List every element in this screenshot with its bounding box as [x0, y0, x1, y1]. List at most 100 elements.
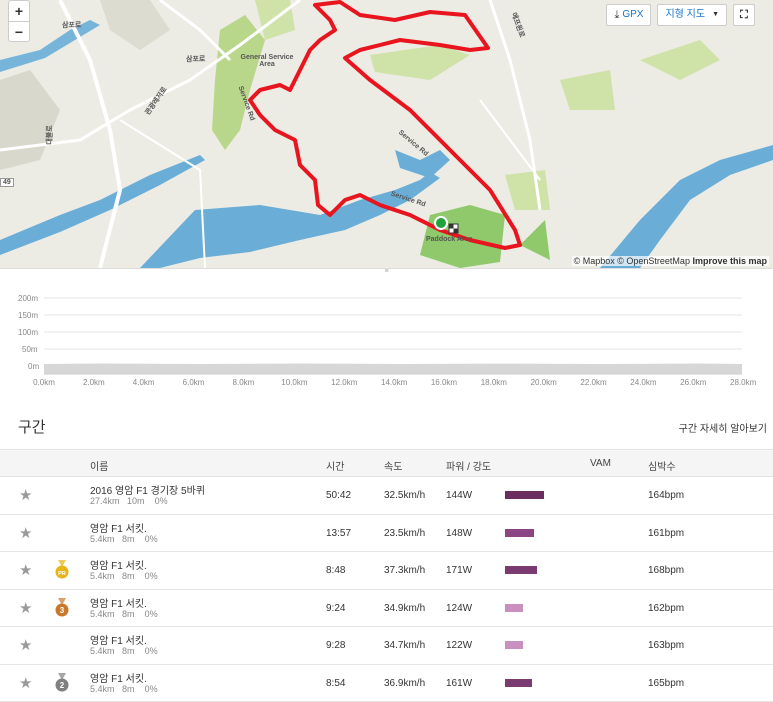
star-icon[interactable]: ★ — [19, 599, 33, 617]
bronze-medal-icon: 3 — [54, 597, 70, 618]
segment-hr: 168bpm — [648, 565, 685, 576]
segment-name[interactable]: 영암 F1 서킷. — [90, 636, 147, 647]
star-icon[interactable]: ★ — [19, 524, 33, 542]
start-marker — [434, 216, 448, 230]
x-tick: 16.0km — [430, 378, 458, 387]
y-tick-100: 100m — [18, 328, 39, 337]
segment-hr: 162bpm — [648, 602, 685, 614]
segment-time: 13:57 — [326, 527, 352, 539]
silver-medal-icon: 2 — [54, 672, 70, 693]
segments-title: 구간 — [18, 419, 46, 436]
segment-power: 122W — [446, 640, 473, 651]
segment-speed: 36.9km/h — [384, 677, 426, 689]
intensity-bar — [505, 528, 534, 537]
table-row[interactable]: ★ PR 영암 F1 서킷. 5.4km 8m 0% 8:48 37.3km/h… — [0, 552, 773, 590]
x-tick: 12.0km — [331, 378, 358, 387]
download-icon: ⤓ — [614, 9, 620, 21]
segment-name[interactable]: 영암 F1 서킷. — [90, 561, 147, 572]
header-hr[interactable]: 심박수 — [648, 462, 676, 473]
star-icon[interactable]: ★ — [19, 487, 33, 504]
table-body: ★ 2016 영암 F1 경기장 5바퀴 27.4km 10m 0% 50:42… — [0, 477, 773, 702]
segment-name[interactable]: 영암 F1 서킷. — [90, 673, 147, 685]
gpx-label: GPX — [622, 9, 644, 20]
segment-speed: 23.5km/h — [384, 527, 426, 539]
star-icon[interactable]: ★ — [19, 674, 33, 692]
segment-time: 8:54 — [326, 677, 346, 689]
segment-stats: 5.4km 8m 0% — [90, 571, 158, 581]
gpx-download-button[interactable]: ⤓ GPX — [606, 4, 652, 26]
y-tick-0: 0m — [28, 362, 40, 371]
segment-stats: 5.4km 8m 0% — [90, 533, 158, 544]
table-row[interactable]: ★ 2016 영암 F1 경기장 5바퀴 27.4km 10m 0% 50:42… — [0, 477, 773, 515]
resize-handle[interactable]: ≡ — [0, 268, 773, 276]
segment-name[interactable]: 2016 영암 F1 경기장 5바퀴 — [90, 486, 205, 497]
segment-power: 171W — [446, 565, 473, 576]
x-tick: 4.0km — [132, 378, 155, 387]
route-path — [248, 0, 522, 250]
star-icon[interactable]: ★ — [19, 637, 33, 654]
segment-speed: 34.7km/h — [384, 640, 426, 651]
segment-time: 50:42 — [326, 490, 352, 501]
route-map[interactable]: 삼포로 삼포로 General Service Area Service Rd … — [0, 0, 773, 268]
x-tick: 26.0km — [680, 378, 707, 387]
segment-speed: 37.3km/h — [384, 565, 426, 576]
y-tick-150: 150m — [18, 311, 39, 320]
map-label-sampo-2: 삼포로 — [186, 56, 206, 63]
y-tick-50: 50m — [22, 345, 38, 354]
x-tick: 0.0km — [33, 378, 55, 387]
y-tick-200: 200m — [18, 294, 39, 303]
map-label-sampo: 삼포로 — [62, 22, 82, 29]
zoom-control: + − — [8, 0, 30, 42]
x-tick: 6.0km — [182, 378, 205, 387]
segment-power: 144W — [446, 490, 473, 501]
table-row[interactable]: ★ 2 영암 F1 서킷. 5.4km 8m 0% 8:54 36.9km/h … — [0, 665, 773, 702]
x-tick: 8.0km — [232, 378, 255, 387]
segment-power: 148W — [446, 527, 473, 539]
intensity-bar — [505, 566, 537, 574]
table-row[interactable]: ★ 영암 F1 서킷. 5.4km 8m 0% 9:28 34.7km/h 12… — [0, 627, 773, 665]
star-icon[interactable]: ★ — [19, 562, 33, 579]
map-controls: ⤓ GPX 지형 지도 ▼ ⛶ — [606, 4, 755, 26]
segment-name[interactable]: 영암 F1 서킷. — [90, 598, 147, 610]
header-power[interactable]: 파워 / 강도 — [446, 462, 492, 473]
segment-stats: 27.4km 10m 0% — [90, 496, 168, 506]
segment-hr: 164bpm — [648, 490, 685, 501]
header-vam[interactable]: VAM — [590, 458, 611, 469]
x-tick: 2.0km — [82, 378, 105, 387]
header-time[interactable]: 시간 — [326, 462, 345, 473]
segment-stats: 5.4km 8m 0% — [90, 608, 158, 619]
fullscreen-icon: ⛶ — [740, 9, 748, 21]
segment-name[interactable]: 영암 F1 서킷. — [90, 523, 147, 535]
caret-down-icon: ▼ — [712, 11, 719, 18]
map-type-label: 지형 지도 — [665, 9, 706, 20]
segment-power: 124W — [446, 602, 473, 614]
zoom-in-button[interactable]: + — [14, 3, 24, 19]
x-tick: 14.0km — [381, 378, 408, 387]
x-tick: 18.0km — [480, 378, 507, 387]
elevation-chart: 200m 150m 100m 50m 0m 0.0km 2.0km 4.0km 6.0… — [0, 284, 773, 394]
header-name[interactable]: 이름 — [90, 462, 109, 473]
improve-map-link[interactable]: Improve this map — [692, 256, 767, 266]
pr-medal-icon: PR — [54, 560, 70, 580]
segment-time: 8:48 — [326, 565, 346, 576]
map-type-dropdown[interactable]: 지형 지도 ▼ — [657, 4, 727, 26]
x-tick: 20.0km — [530, 378, 557, 387]
segment-time: 9:24 — [326, 602, 346, 614]
segment-speed: 32.5km/h — [384, 490, 426, 501]
intensity-bar — [505, 678, 532, 687]
segments-detail-link[interactable]: 구간 자세히 알아보기 — [678, 424, 767, 435]
zoom-out-button[interactable]: − — [9, 21, 29, 41]
intensity-bar — [505, 603, 523, 612]
x-tick: 10.0km — [281, 378, 308, 387]
header-speed[interactable]: 속도 — [384, 462, 403, 473]
segment-stats: 5.4km 8m 0% — [90, 683, 158, 694]
table-row[interactable]: ★ 영암 F1 서킷. 5.4km 8m 0% 13:57 23.5km/h 1… — [0, 515, 773, 552]
attribution-text: © Mapbox © OpenStreetMap — [573, 256, 690, 266]
segment-hr: 165bpm — [648, 677, 685, 689]
fullscreen-button[interactable]: ⛶ — [733, 4, 755, 26]
map-label-deulpo: 대불로 — [46, 125, 54, 145]
segment-hr: 163bpm — [648, 640, 685, 651]
table-row[interactable]: ★ 3 영암 F1 서킷. 5.4km 8m 0% 9:24 34.9km/h … — [0, 590, 773, 627]
segment-time: 9:28 — [326, 640, 346, 651]
segments-table: 이름 시간 속도 파워 / 강도 VAM 심박수 ★ 2016 영암 F1 경기… — [0, 449, 773, 702]
